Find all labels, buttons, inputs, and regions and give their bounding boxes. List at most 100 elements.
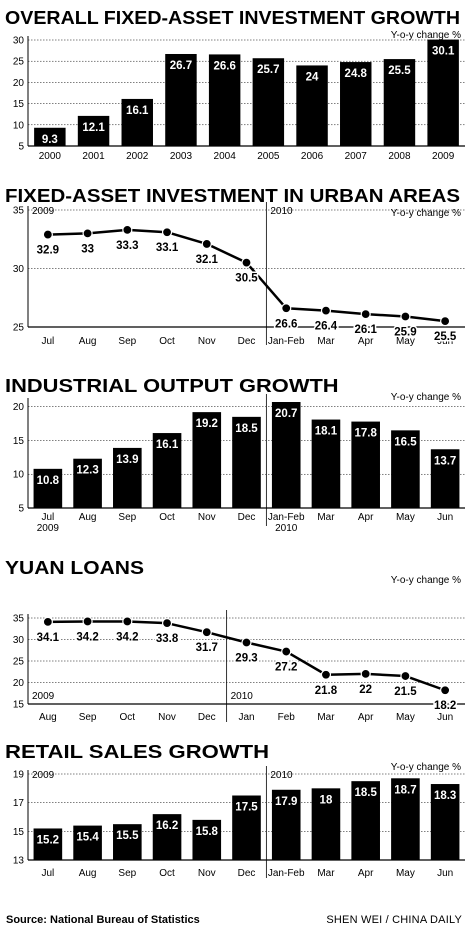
unit-label: Y-o-y change % [391, 30, 461, 41]
chart-1: OVERALL FIXED-ASSET INVESTMENT GROWTH Y-o… [5, 7, 465, 162]
chart-4: YUAN LOANS Y-o-y change % 15 20 25 30 35 Aug Sep… [5, 557, 465, 723]
y-tick-label: 17 [13, 798, 25, 809]
year-label: 2010 [270, 206, 293, 217]
data-point [282, 647, 291, 656]
data-label: 24 [306, 71, 319, 83]
year-label: 2009 [32, 691, 55, 702]
x-tick-label: 2006 [301, 151, 324, 162]
data-label: 33.3 [116, 240, 138, 252]
y-tick-label: 10 [13, 470, 25, 481]
data-label: 30.5 [235, 273, 258, 285]
data-label: 13.7 [434, 455, 456, 467]
x-tick-label: Nov [198, 512, 216, 523]
x-tick-label: Jul [41, 336, 54, 347]
data-label: 18.1 [315, 426, 338, 438]
data-label: 16.1 [126, 105, 149, 117]
x-tick-label: 2002 [126, 151, 149, 162]
unit-label: Y-o-y change % [391, 762, 461, 773]
x-tick-label: Sep [79, 712, 97, 723]
data-point [83, 617, 92, 626]
x-tick-label: Dec [238, 336, 256, 347]
data-point [163, 228, 172, 237]
x-tick-label: May [396, 712, 415, 723]
data-point [43, 230, 52, 239]
x-tick-label: Dec [238, 868, 256, 879]
y-tick-label: 20 [13, 678, 25, 689]
x-tick-label: Jan-Feb [268, 868, 305, 879]
year-label: 2010 [270, 770, 293, 781]
x-tick-label: Dec [238, 512, 256, 523]
data-point [401, 312, 410, 321]
y-tick-label: 20 [13, 78, 25, 89]
data-label: 25.5 [388, 65, 411, 77]
x-tick-label: Aug [39, 712, 57, 723]
data-point [242, 638, 251, 647]
data-point [401, 672, 410, 681]
data-label: 15.2 [37, 834, 59, 846]
unit-label: Y-o-y change % [391, 392, 461, 403]
data-label: 18.2 [434, 700, 456, 712]
data-label: 18.5 [235, 423, 258, 435]
unit-label: Y-o-y change % [391, 208, 461, 219]
data-label: 33 [81, 243, 94, 255]
data-point [361, 669, 370, 678]
data-label: 20.7 [275, 408, 297, 420]
data-label: 26.6 [275, 318, 297, 330]
data-label: 9.3 [42, 134, 58, 146]
data-point [441, 686, 450, 695]
data-point [321, 306, 330, 315]
x-tick-label: Jun [437, 712, 453, 723]
x-tick-label: Apr [358, 712, 374, 723]
year-label: 2010 [275, 523, 298, 534]
y-tick-label: 15 [13, 827, 25, 838]
unit-label: Y-o-y change % [391, 575, 461, 586]
chart-5: RETAIL SALES GROWTH Y-o-y change % 13 15 17 1… [5, 741, 465, 879]
data-label: 32.1 [196, 254, 219, 266]
x-tick-label: Jul [41, 512, 54, 523]
data-label: 15.4 [76, 832, 99, 844]
x-tick-label: 2001 [82, 151, 105, 162]
data-label: 25.5 [434, 331, 457, 343]
y-tick-label: 15 [13, 436, 25, 447]
y-tick-label: 15 [13, 700, 25, 711]
chart-title: FIXED-ASSET INVESTMENT IN URBAN AREAS [5, 185, 460, 206]
year-label: 2009 [32, 770, 55, 781]
data-label: 12.3 [76, 465, 98, 477]
x-tick-label: Jan [238, 712, 254, 723]
data-label: 24.8 [345, 68, 368, 80]
x-tick-label: Aug [79, 868, 97, 879]
data-point [123, 225, 132, 234]
year-label: 2009 [32, 206, 55, 217]
x-tick-label: Aug [79, 512, 97, 523]
data-label: 16.5 [394, 436, 417, 448]
data-label: 19.2 [196, 418, 218, 430]
x-tick-label: Jun [437, 512, 453, 523]
data-label: 26.7 [170, 60, 192, 72]
chart-title: RETAIL SALES GROWTH [5, 741, 269, 762]
x-tick-label: Nov [158, 712, 176, 723]
x-tick-label: Oct [120, 712, 136, 723]
y-tick-label: 30 [13, 264, 25, 275]
credit-line: SHEN WEI / CHINA DAILY [326, 914, 462, 926]
x-tick-label: 2009 [432, 151, 455, 162]
data-label: 18.7 [394, 784, 416, 796]
data-label: 18 [320, 794, 333, 806]
y-tick-label: 25 [13, 323, 25, 334]
y-tick-label: 35 [13, 614, 25, 625]
year-label: 2010 [231, 691, 254, 702]
x-tick-label: 2004 [214, 151, 237, 162]
data-point [321, 670, 330, 679]
x-tick-label: Mar [317, 512, 335, 523]
x-tick-label: Jan-Feb [268, 512, 305, 523]
data-label: 34.1 [37, 632, 60, 644]
x-tick-label: Sep [118, 336, 136, 347]
data-label: 34.2 [116, 631, 138, 643]
y-tick-label: 30 [13, 635, 25, 646]
x-tick-label: May [396, 868, 415, 879]
source-note: Source: National Bureau of Statistics [6, 914, 200, 926]
x-tick-label: Feb [278, 712, 296, 723]
x-tick-label: Apr [358, 512, 374, 523]
data-label: 29.3 [235, 653, 257, 665]
x-tick-label: 2005 [257, 151, 280, 162]
